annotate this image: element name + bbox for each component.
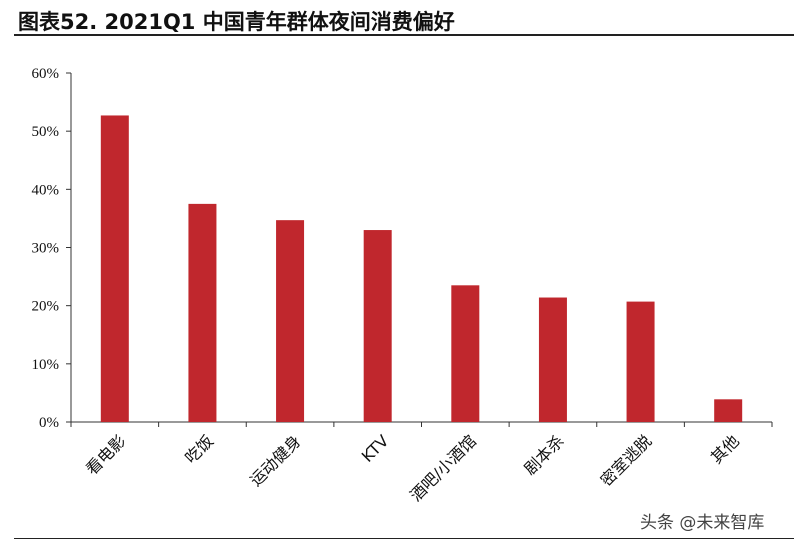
bar-7 — [714, 399, 743, 422]
bottom-divider — [14, 538, 794, 539]
y-axis: 0% 10% 20% 30% 40% 50% 60% — [32, 66, 72, 431]
bars — [100, 115, 743, 422]
bar-3 — [363, 230, 392, 422]
x-category-label: 酒吧/小酒馆 — [406, 431, 480, 505]
bar-1 — [188, 203, 217, 422]
y-tick-label: 30% — [32, 241, 60, 257]
title-divider — [14, 34, 794, 36]
x-category-label: 吃饭 — [181, 431, 217, 467]
bar-0 — [100, 115, 129, 422]
category-labels: 看电影 吃饭 运动健身 KTV 酒吧/小酒馆 剧本杀 密室逃脱 其他 — [82, 431, 743, 505]
x-category-label: 运动健身 — [246, 431, 305, 490]
y-tick-label: 60% — [32, 66, 60, 82]
x-category-label: 剧本杀 — [520, 431, 567, 478]
chart-title: 图表52. 2021Q1 中国青年群体夜间消费偏好 — [18, 10, 455, 34]
bar-5 — [538, 297, 567, 422]
y-tick-label: 20% — [32, 299, 60, 315]
bar-6 — [626, 301, 655, 422]
y-tick-label: 40% — [32, 182, 60, 198]
watermark: 头条 @未来智库 — [640, 513, 765, 533]
y-tick-label: 50% — [32, 124, 60, 140]
bar-2 — [276, 220, 305, 422]
x-axis — [70, 421, 773, 427]
x-category-label: 看电影 — [82, 431, 129, 478]
x-category-label: 其他 — [707, 431, 743, 467]
y-tick-label: 10% — [32, 357, 60, 373]
y-tick-label: 0% — [39, 415, 59, 431]
x-category-label: 密室逃脱 — [597, 431, 656, 490]
bar-4 — [451, 285, 480, 422]
x-category-label: KTV — [358, 431, 393, 466]
